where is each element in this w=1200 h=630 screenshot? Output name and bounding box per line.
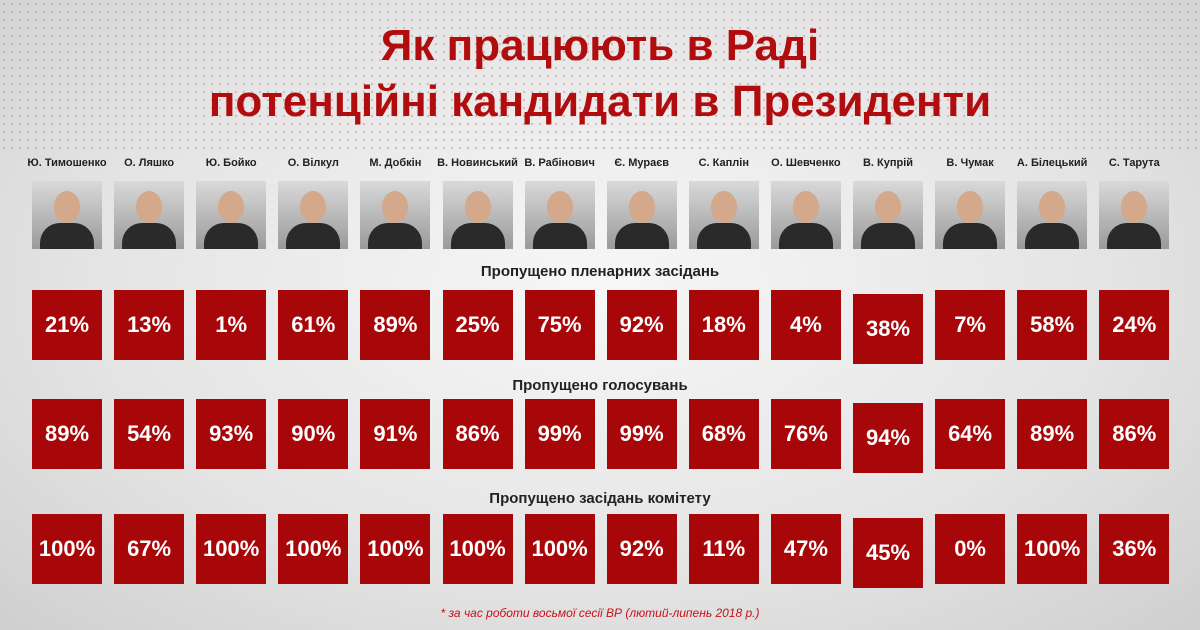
value-box: 92%	[606, 514, 677, 584]
candidate-column: О. Шевченко	[769, 157, 843, 249]
title-line-2: потенційні кандидати в Президенти	[208, 77, 992, 126]
candidate-column: Є. Мураєв	[605, 157, 679, 249]
value-box: 89%	[32, 399, 102, 469]
value-box: 99%	[524, 399, 595, 469]
value-box: 24%	[1099, 290, 1170, 360]
value-box: 1%	[196, 290, 267, 360]
candidate-column: В. Рабінович	[523, 157, 597, 249]
candidate-photo	[688, 181, 759, 249]
value-box: 91%	[360, 399, 431, 469]
candidate-name: О. Шевченко	[771, 157, 841, 169]
value-box: 90%	[278, 399, 349, 469]
row-title: Пропущено засідань комітету	[489, 490, 711, 507]
candidate-name: Є. Мураєв	[614, 157, 670, 169]
value-box: 100%	[32, 514, 102, 584]
candidate-column: С. Тарута	[1097, 157, 1171, 249]
value-box: 100%	[360, 514, 431, 584]
row-title: Пропущено голосувань	[512, 377, 688, 394]
value-box: 100%	[278, 514, 349, 584]
footnote: * за час роботи восьмої сесії ВР (лютий-…	[440, 606, 760, 620]
value-box: 99%	[606, 399, 677, 469]
value-box: 25%	[442, 290, 513, 360]
value-box: 76%	[770, 399, 841, 469]
value-box: 36%	[1099, 514, 1170, 584]
candidate-photo	[360, 181, 431, 249]
value-box: 47%	[770, 514, 841, 584]
value-box: 100%	[524, 514, 595, 584]
value-box: 89%	[1017, 399, 1088, 469]
candidate-name: М. Добкін	[369, 157, 422, 169]
value-box: 94%	[853, 403, 923, 473]
dot-pattern	[0, 0, 1200, 150]
candidate-photo	[1099, 181, 1170, 249]
candidate-photo	[32, 181, 102, 249]
value-box: 61%	[278, 290, 349, 360]
candidate-name: В. Рабінович	[524, 157, 595, 169]
candidate-name: В. Купрій	[862, 157, 914, 169]
candidate-column: М. Добкін	[358, 157, 432, 249]
candidate-photo	[853, 181, 923, 249]
value-box: 86%	[1099, 399, 1170, 469]
candidate-photo	[278, 181, 349, 249]
candidate-column: В. Новинський	[437, 157, 518, 249]
value-box: 93%	[196, 399, 267, 469]
candidate-name: Ю. Бойко	[205, 157, 257, 169]
value-box: 58%	[1017, 290, 1088, 360]
value-box: 38%	[853, 294, 923, 364]
value-box: 67%	[114, 514, 185, 584]
candidate-name: О. Ляшко	[124, 157, 175, 169]
candidate-name: С. Каплін	[698, 157, 749, 169]
value-box: 13%	[114, 290, 185, 360]
candidate-column: С. Каплін	[687, 157, 761, 249]
candidate-photo	[196, 181, 267, 249]
candidate-photo	[770, 181, 841, 249]
candidate-photo	[114, 181, 185, 249]
candidate-photo	[1017, 181, 1088, 249]
candidate-column: О. Ляшко	[112, 157, 186, 249]
value-box: 89%	[360, 290, 431, 360]
candidate-photo	[442, 181, 513, 249]
value-box: 64%	[935, 399, 1006, 469]
value-box: 54%	[114, 399, 185, 469]
candidate-name: О. Вілкул	[287, 157, 339, 169]
candidate-column: Ю. Бойко	[194, 157, 268, 249]
value-box: 7%	[935, 290, 1006, 360]
candidate-name: В. Новинський	[437, 157, 518, 169]
candidate-column: В. Купрій	[851, 157, 925, 249]
title-line-1: Як працюють в Раді	[380, 21, 820, 70]
value-box: 68%	[688, 399, 759, 469]
candidate-photo	[606, 181, 677, 249]
candidate-name: Ю. Тимошенко	[27, 157, 107, 169]
value-box: 21%	[32, 290, 102, 360]
value-box: 75%	[524, 290, 595, 360]
candidate-name: В. Чумак	[946, 157, 994, 169]
value-box: 11%	[688, 514, 759, 584]
value-box: 100%	[1017, 514, 1088, 584]
value-box: 0%	[935, 514, 1006, 584]
candidate-name: С. Тарута	[1108, 157, 1160, 169]
candidate-column: Ю. Тимошенко	[27, 157, 107, 249]
value-box: 100%	[442, 514, 513, 584]
candidate-photo	[935, 181, 1006, 249]
row-title: Пропущено пленарних засідань	[480, 263, 720, 280]
value-box: 86%	[442, 399, 513, 469]
value-box: 4%	[770, 290, 841, 360]
candidate-column: О. Вілкул	[276, 157, 350, 249]
candidate-photo	[524, 181, 595, 249]
value-box: 92%	[606, 290, 677, 360]
candidate-name: А. Білецький	[1016, 157, 1088, 169]
candidate-column: В. Чумак	[933, 157, 1007, 249]
candidate-column: А. Білецький	[1015, 157, 1089, 249]
value-box: 100%	[196, 514, 267, 584]
value-box: 45%	[853, 518, 923, 588]
value-box: 18%	[688, 290, 759, 360]
